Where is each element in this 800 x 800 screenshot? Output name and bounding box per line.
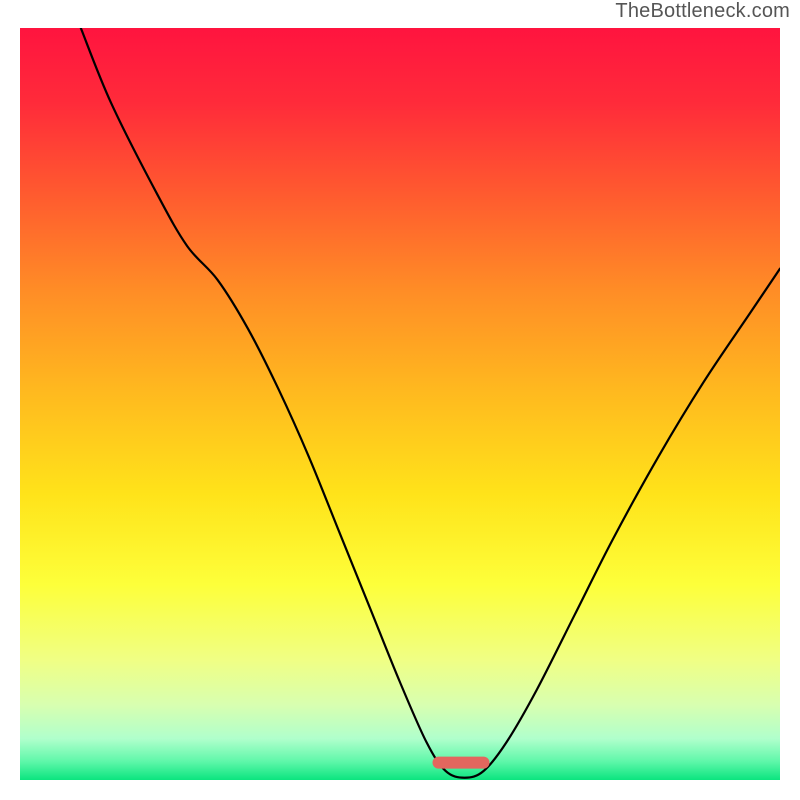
bottleneck-curve-svg [20, 28, 780, 780]
root-container: TheBottleneck.com [0, 0, 800, 800]
plot-stage [20, 28, 780, 780]
watermark-text: TheBottleneck.com [615, 0, 790, 23]
bottleneck-curve [81, 28, 780, 778]
valley-marker [432, 756, 489, 769]
